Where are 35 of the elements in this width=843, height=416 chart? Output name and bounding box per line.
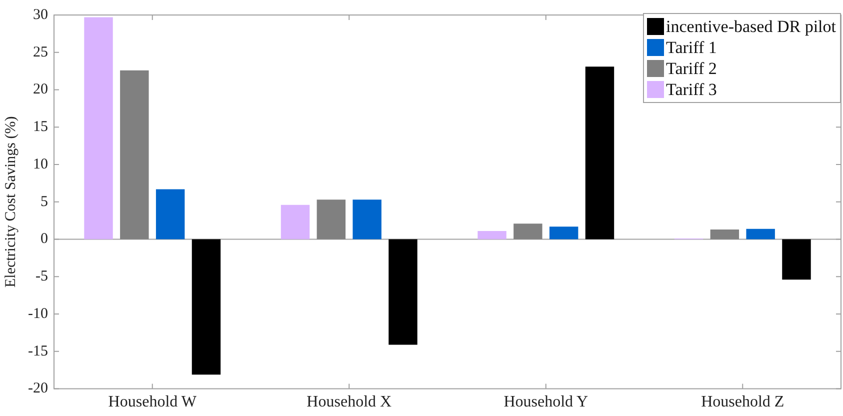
x-tick-label: Household X: [306, 394, 392, 411]
x-tick-label: Household Z: [701, 394, 784, 411]
y-tick-label: -15: [28, 343, 48, 360]
bar: [120, 70, 149, 240]
y-tick-label: 15: [32, 119, 48, 136]
bar: [316, 200, 346, 240]
legend-label: Tariff 1: [666, 37, 717, 58]
bar: [280, 204, 310, 240]
bar: [352, 200, 382, 240]
bar: [156, 189, 185, 240]
bar: [585, 66, 614, 240]
bar: [192, 239, 221, 375]
y-tick-label: 0: [40, 231, 48, 248]
legend-label: Tariff 3: [666, 79, 717, 100]
y-axis-title: Electricity Cost Savings (%): [2, 116, 19, 288]
bar: [710, 230, 740, 240]
y-tick-label: -10: [28, 306, 48, 322]
bar: [84, 17, 113, 240]
bar: [514, 224, 542, 240]
bar: [549, 226, 578, 240]
bar: [388, 239, 418, 345]
legend-label: incentive-based DR pilot: [666, 16, 836, 37]
y-tick-label: -5: [35, 268, 48, 285]
bar: [746, 228, 775, 240]
y-tick-label: 20: [32, 82, 48, 98]
x-tick-label: Household Y: [504, 394, 588, 411]
x-tick-label: Household W: [108, 394, 198, 411]
y-tick-label: 30: [32, 6, 48, 23]
legend-label: Tariff 2: [666, 58, 717, 79]
y-tick-label: 10: [32, 156, 48, 172]
y-tick-label: 5: [40, 194, 48, 210]
y-tick-label: -20: [28, 380, 48, 397]
bar: [478, 231, 506, 240]
y-tick-label: 25: [32, 44, 48, 60]
bar: [782, 239, 811, 280]
